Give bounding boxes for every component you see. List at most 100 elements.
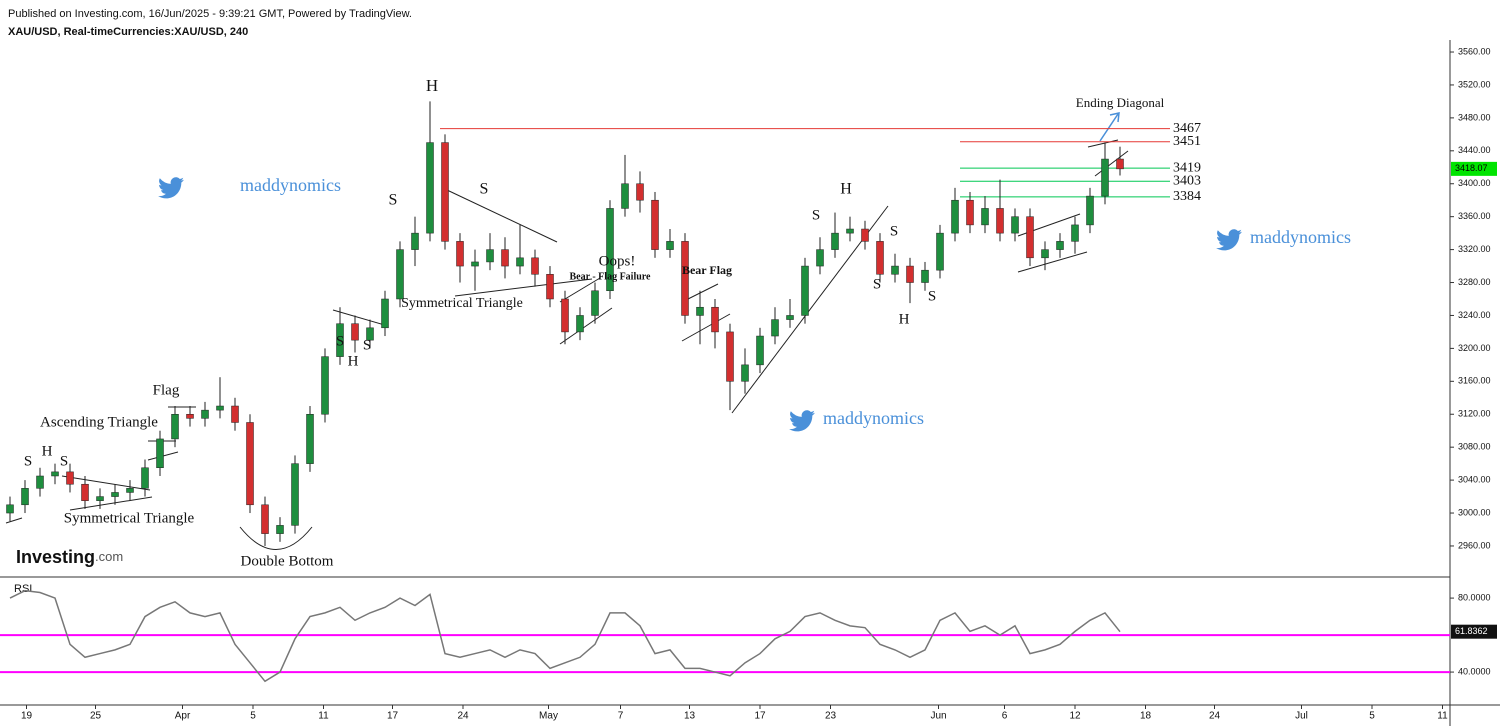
annotation: Symmetrical Triangle: [64, 510, 195, 526]
candle-body: [921, 269, 929, 283]
candle-body: [6, 504, 14, 514]
candle-body: [111, 492, 119, 497]
y-tick-label: 3040.00: [1458, 474, 1491, 484]
candle-body: [336, 323, 344, 357]
annotation: maddynomics: [1250, 227, 1351, 247]
candle-body: [696, 306, 704, 316]
annotation: S: [873, 276, 881, 292]
trendline: [446, 189, 558, 243]
y-tick-label: 3400.00: [1458, 178, 1491, 188]
y-tick-label: 2960.00: [1458, 540, 1491, 550]
candle-body: [651, 199, 659, 250]
x-tick-label: Jun: [930, 711, 946, 722]
candle-body: [96, 496, 104, 501]
annotation: S: [336, 333, 344, 349]
annotation: S: [24, 453, 32, 469]
candle-body: [726, 331, 734, 382]
trendline: [1087, 139, 1119, 148]
candle-body: [801, 265, 809, 316]
y-tick-label: 3120.00: [1458, 409, 1491, 419]
candle-body: [51, 471, 59, 477]
candle-body: [411, 232, 419, 250]
x-tick-label: 5: [1369, 711, 1375, 722]
x-tick-label: 11: [318, 711, 329, 722]
candle-body: [501, 249, 509, 267]
candle-body: [711, 306, 719, 333]
candle-body: [216, 405, 224, 411]
candle-body: [36, 475, 44, 489]
annotation: Oops!: [599, 253, 636, 269]
annotation: Ending Diagonal: [1076, 95, 1165, 110]
annotation: S: [812, 207, 820, 223]
trendline: [1017, 251, 1088, 273]
published-note: Published on Investing.com, 16/Jun/2025 …: [8, 8, 412, 20]
x-tick-label: 24: [1209, 711, 1221, 722]
candle-body: [546, 274, 554, 300]
candle-body: [381, 298, 389, 329]
last-price-box: [1451, 161, 1497, 176]
y-tick-label: 3200.00: [1458, 343, 1491, 353]
rsi-last-label: 61.8362: [1455, 626, 1488, 636]
y-tick-label: 80.0000: [1458, 592, 1491, 602]
candle-body: [996, 208, 1004, 234]
last-price-label: 3418.07: [1455, 163, 1488, 173]
candle-body: [771, 319, 779, 337]
candle-body: [531, 257, 539, 275]
candle-body: [666, 241, 674, 250]
annotation: H: [348, 353, 359, 369]
x-tick-label: 18: [1140, 711, 1152, 722]
annotation: S: [890, 223, 898, 239]
candle-body: [156, 438, 164, 469]
candle-body: [456, 241, 464, 267]
candle-body: [816, 249, 824, 267]
annotation: maddynomics: [823, 408, 924, 428]
trendlines: [5, 112, 1129, 550]
y-tick-label: 3480.00: [1458, 112, 1491, 122]
trendline: [61, 475, 151, 491]
x-tick-label: 25: [90, 711, 102, 722]
annotation: S: [480, 181, 489, 198]
y-tick-label: 3320.00: [1458, 244, 1491, 254]
candle-body: [81, 483, 89, 501]
candle-body: [861, 228, 869, 242]
candle-body: [876, 241, 884, 275]
logo-suffix: .com: [95, 549, 123, 564]
rsi-title: RSI: [14, 583, 32, 595]
trendline: [5, 517, 23, 524]
logo-main: Investing: [16, 547, 95, 567]
candle-body: [621, 183, 629, 209]
x-tick-label: 24: [457, 711, 469, 722]
x-tick-label: May: [539, 711, 558, 722]
x-tick-label: Jul: [1295, 711, 1308, 722]
annotation: Ascending Triangle: [40, 414, 158, 430]
level-label: 3451: [1173, 134, 1201, 149]
candle-body: [441, 142, 449, 242]
candle-body: [516, 257, 524, 267]
trendline: [1094, 150, 1129, 177]
trendline: [454, 278, 593, 297]
annotation: H: [840, 181, 852, 198]
candle-body: [966, 199, 974, 226]
annotation: Bear - Flag Failure: [569, 271, 651, 282]
candle-body: [276, 525, 284, 534]
annotation: Bear Flag: [682, 263, 732, 277]
candle-body: [786, 315, 794, 320]
candle-body: [1071, 224, 1079, 242]
candle-body: [846, 228, 854, 234]
trendline: [681, 313, 731, 342]
candle-body: [21, 488, 29, 506]
x-tick-label: 5: [250, 711, 256, 722]
logo: Investing.com: [16, 547, 123, 567]
y-tick-label: 3080.00: [1458, 442, 1491, 452]
annotation: H: [899, 311, 910, 327]
arrow: [1099, 112, 1120, 142]
candle-body: [591, 290, 599, 316]
candle-body: [291, 463, 299, 526]
candle-body: [396, 249, 404, 300]
double-bottom-arc: [239, 526, 313, 550]
candle-body: [891, 265, 899, 275]
candle-body: [756, 335, 764, 366]
x-tick-label: 7: [618, 711, 624, 722]
level-label: 3467: [1173, 121, 1201, 136]
